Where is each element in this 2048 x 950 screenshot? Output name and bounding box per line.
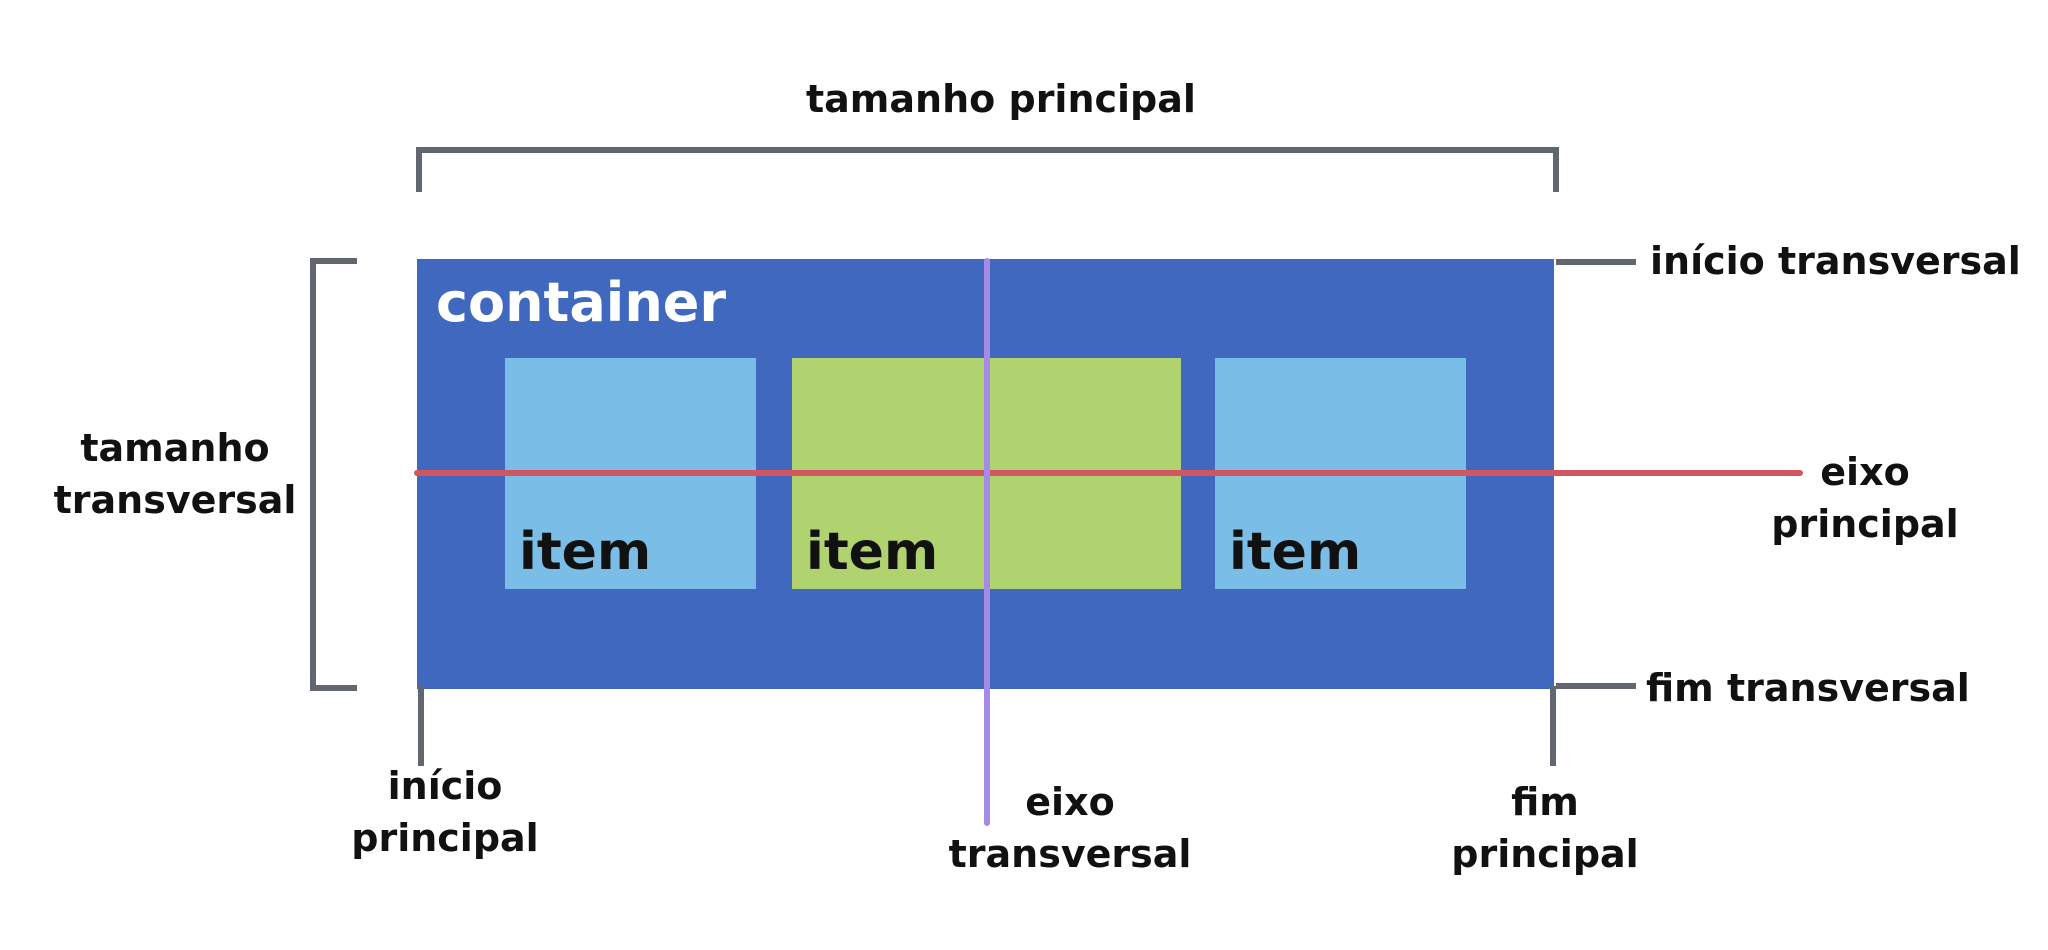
cross-axis-label: eixo transversal: [940, 776, 1200, 880]
cross-size-label: tamanho transversal: [40, 422, 310, 526]
main-axis-label-line1: eixo: [1820, 450, 1910, 494]
cross-axis-label-line1: eixo: [1025, 780, 1115, 824]
main-end-label-line2: principal: [1451, 832, 1639, 876]
cross-size-label-line2: transversal: [53, 478, 297, 522]
cross-start-label: início transversal: [1650, 239, 2021, 283]
main-start-label-line1: início: [387, 764, 503, 808]
main-start-label-line2: principal: [351, 816, 539, 860]
cross-size-label-line1: tamanho: [80, 426, 270, 470]
main-size-bracket: [416, 147, 1559, 192]
container-title: container: [436, 271, 727, 334]
main-axis-label: eixo principal: [1760, 446, 1970, 550]
flex-item-label: item: [519, 522, 652, 582]
cross-axis-label-line2: transversal: [948, 832, 1192, 876]
main-end-label: fim principal: [1440, 776, 1650, 880]
main-end-label-line1: fim: [1511, 780, 1579, 824]
flex-item-label: item: [806, 522, 939, 582]
cross-size-bracket: [310, 258, 357, 691]
flex-item-label: item: [1229, 522, 1362, 582]
main-axis-label-line2: principal: [1771, 502, 1959, 546]
main-start-label: início principal: [340, 760, 550, 864]
main-size-label: tamanho principal: [806, 77, 1196, 121]
cross-end-label: fim transversal: [1646, 666, 1970, 710]
